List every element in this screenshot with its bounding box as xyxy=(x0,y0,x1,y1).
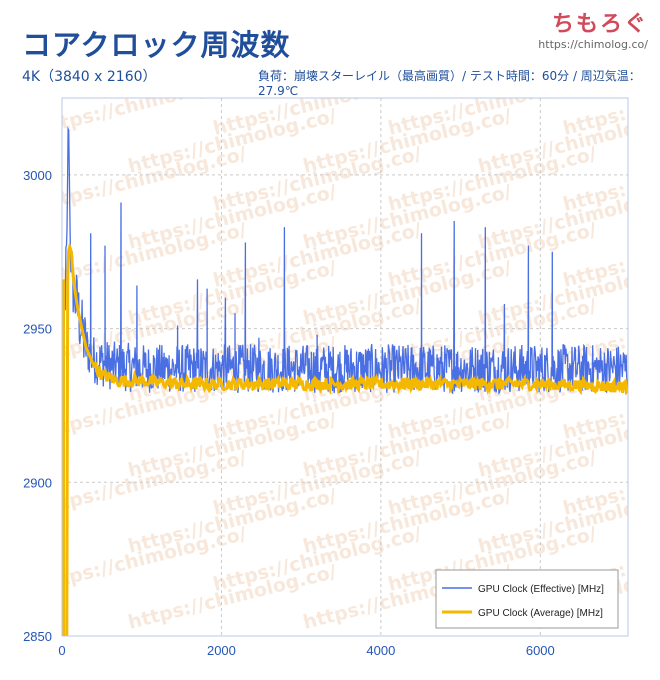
watermark-7: https://chimolog.co/ xyxy=(651,105,660,178)
grid-lines xyxy=(62,98,628,636)
watermark-39: https://chimolog.co/ xyxy=(651,409,660,482)
x-tick-label-2: 4000 xyxy=(366,643,395,658)
watermark-47: https://chimolog.co/ xyxy=(651,485,660,558)
x-tick-label-0: 0 xyxy=(58,643,65,658)
y-tick-label-0: 2850 xyxy=(23,629,52,644)
y-tick-label-1: 2900 xyxy=(23,475,52,490)
brand-url: https://chimolog.co/ xyxy=(538,38,648,51)
legend-label-0: GPU Clock (Effective) [MHz] xyxy=(478,584,604,595)
legend-label-1: GPU Clock (Average) [MHz] xyxy=(478,608,603,619)
watermark-55: https://chimolog.co/ xyxy=(651,561,660,634)
legend: GPU Clock (Effective) [MHz] GPU Clock (Av… xyxy=(435,569,619,629)
y-tick-label-3: 3000 xyxy=(23,168,52,183)
y-tick-label-2: 2950 xyxy=(23,322,52,337)
brand-logo: ちもろぐ https://chimolog.co/ xyxy=(538,6,648,51)
watermark-31: https://chimolog.co/ xyxy=(651,333,660,406)
watermark-15: https://chimolog.co/ xyxy=(651,181,660,254)
chart-title: コアクロック周波数 xyxy=(22,28,291,62)
plot-frame xyxy=(61,97,629,637)
watermark-23: https://chimolog.co/ xyxy=(651,257,660,330)
axis-ticks: 0 2000 4000 6000 2850 2900 2950 3000 xyxy=(23,168,555,658)
series-layer xyxy=(62,126,628,636)
test-conditions-subtitle: 負荷：崩壊スターレイル（最高画質）/ テスト時間：60分 / 周辺気温：27.9… xyxy=(258,69,641,98)
resolution-subtitle: 4K（3840 x 2160） xyxy=(22,69,157,85)
legend-box xyxy=(435,569,619,629)
x-tick-label-3: 6000 xyxy=(526,643,555,658)
brand-name: ちもろぐ xyxy=(551,12,648,37)
x-tick-label-1: 2000 xyxy=(207,643,236,658)
series-average-line xyxy=(62,241,628,636)
